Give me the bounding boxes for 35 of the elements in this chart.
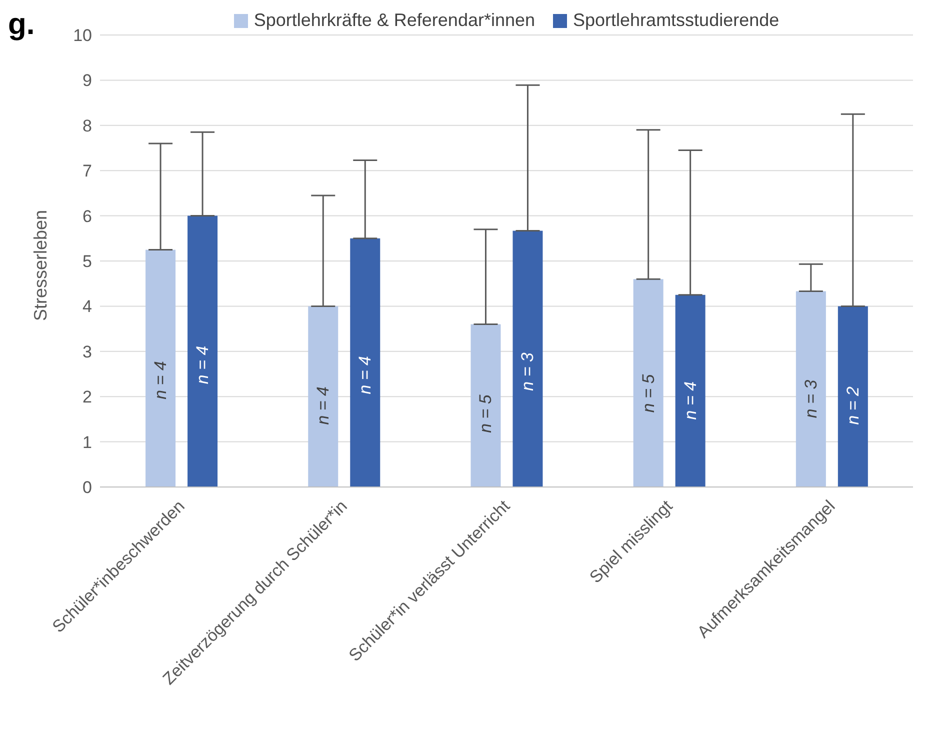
bar	[675, 294, 706, 487]
annotation: n = 4	[193, 346, 212, 384]
bar	[146, 250, 176, 487]
bar	[470, 324, 501, 487]
bar	[188, 216, 218, 487]
y-tick-label: 4	[82, 297, 92, 316]
bar	[838, 306, 868, 487]
bar	[512, 230, 543, 487]
annotation: n = 4	[680, 381, 700, 420]
annotation: n = 5	[638, 374, 658, 413]
annotation: n = 2	[843, 386, 862, 425]
y-tick-label: 1	[82, 432, 92, 452]
annotation: n = 4	[151, 361, 170, 400]
y-tick-label: 7	[82, 162, 92, 181]
legend-label: Sportlehramtsstudierende	[572, 10, 780, 31]
legend-label: Sportlehrkräfte & Referendar*innen	[252, 10, 536, 31]
annotation: n = 4	[356, 356, 375, 394]
annotation: n = 3	[518, 352, 538, 391]
bar	[633, 279, 664, 487]
y-tick-label: 6	[82, 206, 92, 226]
y-tick-label: 9	[82, 71, 92, 90]
y-tick-label: 5	[82, 252, 92, 272]
annotation: n = 5	[476, 394, 496, 433]
y-tick-label: 3	[82, 342, 92, 362]
y-tick-label: 10	[73, 26, 92, 46]
annotation: n = 3	[801, 379, 820, 418]
y-tick-label: 0	[82, 478, 92, 498]
y-tick-label: 2	[82, 388, 92, 407]
text: g.	[8, 8, 35, 42]
y-tick-label: 8	[82, 116, 92, 136]
bar	[350, 238, 380, 487]
bar	[796, 291, 826, 487]
annotation: n = 4	[314, 386, 333, 425]
bar	[308, 306, 338, 487]
y-axis-title: Stresserleben	[30, 210, 50, 321]
